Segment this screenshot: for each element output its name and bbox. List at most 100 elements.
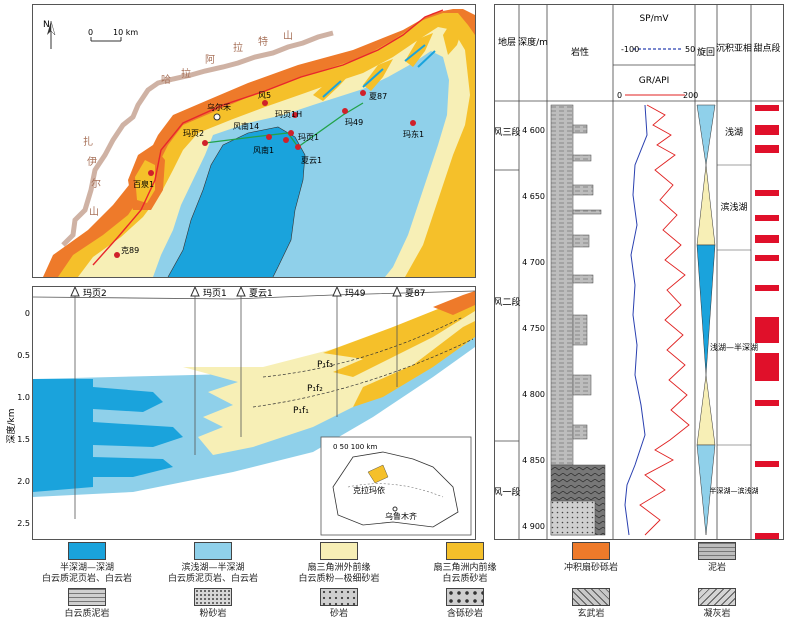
cross-section-svg: 玛页2 玛页1 夏云1 玛49 夏87 P₁f₃ P₁f₂ P₁f₁ 0 50 … <box>33 287 475 539</box>
section-well-label: 玛页2 <box>83 288 107 299</box>
unit-label: P₁f₂ <box>307 384 323 394</box>
well-marker-mayeh1 <box>292 112 298 118</box>
inset-basin-label: 克拉玛依 <box>353 485 385 495</box>
header-gr: GR/API <box>639 76 670 86</box>
scale-label: 10 km <box>113 28 138 37</box>
unit-label: P₁f₁ <box>293 406 309 416</box>
legend-item: 扇三角洲内前缘 白云质砂岩 <box>410 542 520 585</box>
depth-tick: 4 850 <box>522 456 545 465</box>
gr-min: 0 <box>617 91 622 100</box>
header-sp: SP/mV <box>639 14 669 24</box>
facies-map-svg: N 0 10 km 扎 伊 尔 山 哈 拉 阿 拉 特 山 乌尔禾 风 <box>33 5 475 277</box>
section-well-label: 玛页1 <box>203 288 227 299</box>
stratum-label: 风三段 <box>495 126 521 138</box>
north-label: N <box>43 20 50 30</box>
unit-label: P₁f₃ <box>317 360 333 370</box>
svg-text:拉: 拉 <box>181 67 191 80</box>
well-column: 地层 深度/m 岩性 SP/mV -100 50 GR/API 0 200 旋回… <box>494 4 784 540</box>
svg-text:山: 山 <box>89 206 99 218</box>
inset-scale: 0 50 100 km <box>333 443 377 451</box>
svg-text:哈: 哈 <box>161 73 171 86</box>
well-label: 百泉1 <box>133 179 154 189</box>
inset-city-label: 乌鲁木齐 <box>385 511 417 521</box>
facies-map: N 0 10 km 扎 伊 尔 山 哈 拉 阿 拉 特 山 乌尔禾 风 <box>32 4 476 278</box>
stratum-label: 风一段 <box>495 486 521 498</box>
stratum-label: 风二段 <box>495 296 521 308</box>
well-symbol-icon <box>190 287 200 297</box>
sp-max: 50 <box>685 45 695 54</box>
well-marker-feng5 <box>262 100 268 106</box>
scale-zero: 0 <box>88 28 93 37</box>
depth-tick: 4 750 <box>522 324 545 333</box>
well-label: 克89 <box>121 246 139 255</box>
header-stratum: 地层 <box>498 36 516 48</box>
legend-item: 扇三角洲外前缘 白云质粉—极细砂岩 <box>284 542 394 585</box>
facies-label: 浅湖 <box>725 126 743 138</box>
gr-max: 200 <box>683 91 698 100</box>
legend-item: 滨浅湖—半深湖 白云质泥页岩、白云岩 <box>158 542 268 585</box>
well-label: 玛页2 <box>183 129 204 138</box>
legend-swatch <box>572 542 610 560</box>
section-well-label: 玛49 <box>345 288 366 299</box>
ytick: 2.0 <box>17 477 30 486</box>
well-label: 玛页1H <box>275 110 302 119</box>
well-marker-xia87 <box>360 90 366 96</box>
legend: 半深湖—深湖 白云质泥页岩、白云岩 滨浅湖—半深湖 白云质泥页岩、白云岩 扇三角洲外… <box>32 542 782 634</box>
svg-text:扎: 扎 <box>83 135 93 148</box>
legend-item: 含砾砂岩 <box>410 588 520 620</box>
svg-text:尔: 尔 <box>91 177 101 190</box>
legend-item: 凝灰岩 <box>662 588 772 620</box>
well-marker-wuerhe <box>213 113 221 121</box>
legend-swatch <box>446 542 484 560</box>
section-well-label: 夏87 <box>405 288 425 299</box>
svg-text:特: 特 <box>258 36 268 48</box>
well-label: 夏云1 <box>301 156 322 165</box>
well-label: 风南14 <box>233 121 259 131</box>
well-column-svg: 地层 深度/m 岩性 SP/mV -100 50 GR/API 0 200 旋回… <box>495 5 783 539</box>
header-facies: 沉积亚相 <box>716 42 752 54</box>
legend-item: 冲积扇砂砾岩 <box>536 542 646 574</box>
legend-swatch <box>320 588 358 606</box>
well-marker-fengnan1 <box>283 137 289 143</box>
legend-swatch <box>68 588 106 606</box>
well-marker-baiquan1 <box>148 170 154 176</box>
svg-text:阿: 阿 <box>205 54 215 66</box>
well-marker-ma49 <box>342 108 348 114</box>
section-y-axis: 深度/km 0 0.5 1.0 1.5 2.0 2.5 <box>5 309 30 528</box>
depth-tick: 4 800 <box>522 390 545 399</box>
well-label: 风南1 <box>253 145 274 155</box>
legend-item: 粉砂岩 <box>158 588 268 620</box>
mountain-zaire-label: 扎 伊 尔 山 <box>83 135 101 218</box>
legend-swatch <box>320 542 358 560</box>
svg-text:拉: 拉 <box>233 41 243 54</box>
legend-item: 泥岩 <box>662 542 772 574</box>
depth-tick: 4 900 <box>522 522 545 531</box>
legend-swatch <box>68 542 106 560</box>
well-marker-ke89 <box>114 252 120 258</box>
header-sweet: 甜点段 <box>753 42 780 54</box>
ytick: 0.5 <box>17 351 30 360</box>
well-label: 玛东1 <box>403 129 424 139</box>
well-marker-maye1 <box>288 130 294 136</box>
well-marker-fengnan14 <box>266 134 272 140</box>
north-arrow-icon <box>47 20 56 49</box>
well-label: 风5 <box>258 91 271 100</box>
map-wells: 乌尔禾 风5 玛页1H 夏87 玛页2 风南14 玛页1 风南1 夏云1 玛49… <box>114 90 424 258</box>
section-well-label: 夏云1 <box>249 288 273 299</box>
legend-item: 砂岩 <box>284 588 394 620</box>
legend-swatch <box>446 588 484 606</box>
facies-label: 半深湖—滨浅湖 <box>710 486 759 495</box>
depth-tick: 4 700 <box>522 258 545 267</box>
facies-label: 滨浅湖 <box>720 201 747 213</box>
sp-min: -100 <box>621 45 639 54</box>
well-symbol-icon <box>70 287 80 297</box>
legend-swatch <box>698 588 736 606</box>
header-cycle: 旋回 <box>697 46 715 58</box>
legend-item: 半深湖—深湖 白云质泥页岩、白云岩 <box>32 542 142 585</box>
header-lithology: 岩性 <box>571 46 589 58</box>
well-marker-maye2 <box>202 140 208 146</box>
sweet-spot-bars <box>755 105 779 539</box>
ytick: 2.5 <box>17 519 30 528</box>
well-marker-xiayun1 <box>295 144 301 150</box>
well-symbol-icon <box>392 287 402 297</box>
